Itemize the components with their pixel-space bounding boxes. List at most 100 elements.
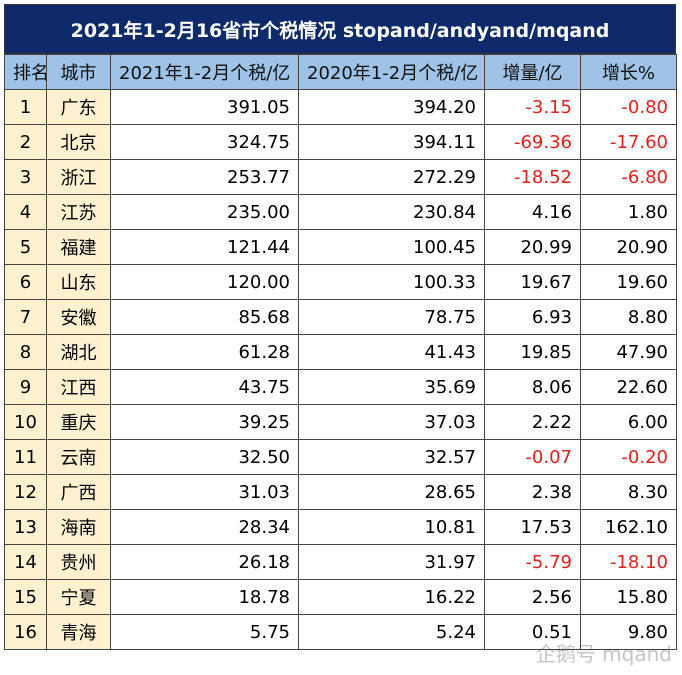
rank-cell: 16 [4,614,47,650]
tax-2021-cell: 5.75 [110,614,299,650]
table-row: 5 福建 121.44 100.45 20.99 20.90 [4,229,677,265]
table-row: 16 青海 5.75 5.24 0.51 9.80 [4,614,677,650]
rank-cell: 15 [4,579,47,615]
rank-cell: 4 [4,194,47,230]
city-cell: 海南 [46,509,111,545]
tax-2021-cell: 85.68 [110,299,299,335]
tax-2021-cell: 391.05 [110,89,299,125]
tax-2021-cell: 32.50 [110,439,299,475]
growth-cell: -6.80 [580,159,677,195]
delta-cell: -5.79 [484,544,581,580]
rank-cell: 10 [4,404,47,440]
table-row: 7 安徽 85.68 78.75 6.93 8.80 [4,299,677,335]
tax-2021-cell: 324.75 [110,124,299,160]
table-row: 6 山东 120.00 100.33 19.67 19.60 [4,264,677,300]
city-cell: 北京 [46,124,111,160]
rank-cell: 3 [4,159,47,195]
growth-cell: 9.80 [580,614,677,650]
delta-cell: -0.07 [484,439,581,475]
table-title: 2021年1-2月16省市个税情况 stopand/andyand/mqand [4,4,676,54]
city-cell: 重庆 [46,404,111,440]
table-row: 9 江西 43.75 35.69 8.06 22.60 [4,369,677,405]
growth-cell: 15.80 [580,579,677,615]
table-body: 1 广东 391.05 394.20 -3.15 -0.80 2 北京 324.75 394.11… [4,89,677,650]
city-cell: 浙江 [46,159,111,195]
growth-cell: -18.10 [580,544,677,580]
tax-2020-cell: 78.75 [298,299,485,335]
delta-cell: 2.38 [484,474,581,510]
col-header-city: 城市 [46,54,111,90]
tax-2020-cell: 28.65 [298,474,485,510]
delta-cell: -69.36 [484,124,581,160]
tax-2020-cell: 10.81 [298,509,485,545]
tax-2020-cell: 35.69 [298,369,485,405]
tax-2021-cell: 39.25 [110,404,299,440]
growth-cell: 8.30 [580,474,677,510]
city-cell: 广东 [46,89,111,125]
growth-cell: 20.90 [580,229,677,265]
rank-cell: 6 [4,264,47,300]
tax-2021-cell: 26.18 [110,544,299,580]
rank-cell: 1 [4,89,47,125]
delta-cell: 2.56 [484,579,581,615]
city-cell: 江苏 [46,194,111,230]
col-header-growth: 增长% [580,54,677,90]
growth-cell: 1.80 [580,194,677,230]
tax-2021-cell: 235.00 [110,194,299,230]
growth-cell: 6.00 [580,404,677,440]
tax-2021-cell: 61.28 [110,334,299,370]
delta-cell: 17.53 [484,509,581,545]
table-row: 15 宁夏 18.78 16.22 2.56 15.80 [4,579,677,615]
city-cell: 贵州 [46,544,111,580]
growth-cell: -0.80 [580,89,677,125]
tax-2021-cell: 28.34 [110,509,299,545]
tax-2020-cell: 37.03 [298,404,485,440]
city-cell: 福建 [46,229,111,265]
table-row: 1 广东 391.05 394.20 -3.15 -0.80 [4,89,677,125]
table-row: 8 湖北 61.28 41.43 19.85 47.90 [4,334,677,370]
rank-cell: 2 [4,124,47,160]
city-cell: 湖北 [46,334,111,370]
tax-2021-cell: 253.77 [110,159,299,195]
tax-table: 排名 城市 2021年1-2月个税/亿 2020年1-2月个税/亿 增量/亿 增… [4,54,677,650]
growth-cell: 8.80 [580,299,677,335]
rank-cell: 7 [4,299,47,335]
city-cell: 山东 [46,264,111,300]
tax-2020-cell: 41.43 [298,334,485,370]
table-row: 10 重庆 39.25 37.03 2.22 6.00 [4,404,677,440]
tax-2021-cell: 120.00 [110,264,299,300]
tax-2020-cell: 394.11 [298,124,485,160]
growth-cell: 162.10 [580,509,677,545]
city-cell: 宁夏 [46,579,111,615]
tax-2020-cell: 32.57 [298,439,485,475]
col-header-rank: 排名 [4,54,47,90]
delta-cell: 4.16 [484,194,581,230]
delta-cell: 6.93 [484,299,581,335]
city-cell: 青海 [46,614,111,650]
tax-2020-cell: 16.22 [298,579,485,615]
city-cell: 安徽 [46,299,111,335]
rank-cell: 5 [4,229,47,265]
tax-2021-cell: 121.44 [110,229,299,265]
delta-cell: 20.99 [484,229,581,265]
table-row: 14 贵州 26.18 31.97 -5.79 -18.10 [4,544,677,580]
delta-cell: 8.06 [484,369,581,405]
delta-cell: -18.52 [484,159,581,195]
tax-2020-cell: 394.20 [298,89,485,125]
col-header-delta: 增量/亿 [484,54,581,90]
tax-2020-cell: 100.45 [298,229,485,265]
delta-cell: 0.51 [484,614,581,650]
city-cell: 江西 [46,369,111,405]
rank-cell: 14 [4,544,47,580]
tax-2021-cell: 43.75 [110,369,299,405]
tax-2020-cell: 5.24 [298,614,485,650]
rank-cell: 8 [4,334,47,370]
tax-2020-cell: 100.33 [298,264,485,300]
tax-table-sheet: 2021年1-2月16省市个税情况 stopand/andyand/mqand … [4,4,677,650]
delta-cell: 2.22 [484,404,581,440]
delta-cell: 19.67 [484,264,581,300]
delta-cell: 19.85 [484,334,581,370]
growth-cell: -17.60 [580,124,677,160]
table-row: 12 广西 31.03 28.65 2.38 8.30 [4,474,677,510]
growth-cell: 47.90 [580,334,677,370]
